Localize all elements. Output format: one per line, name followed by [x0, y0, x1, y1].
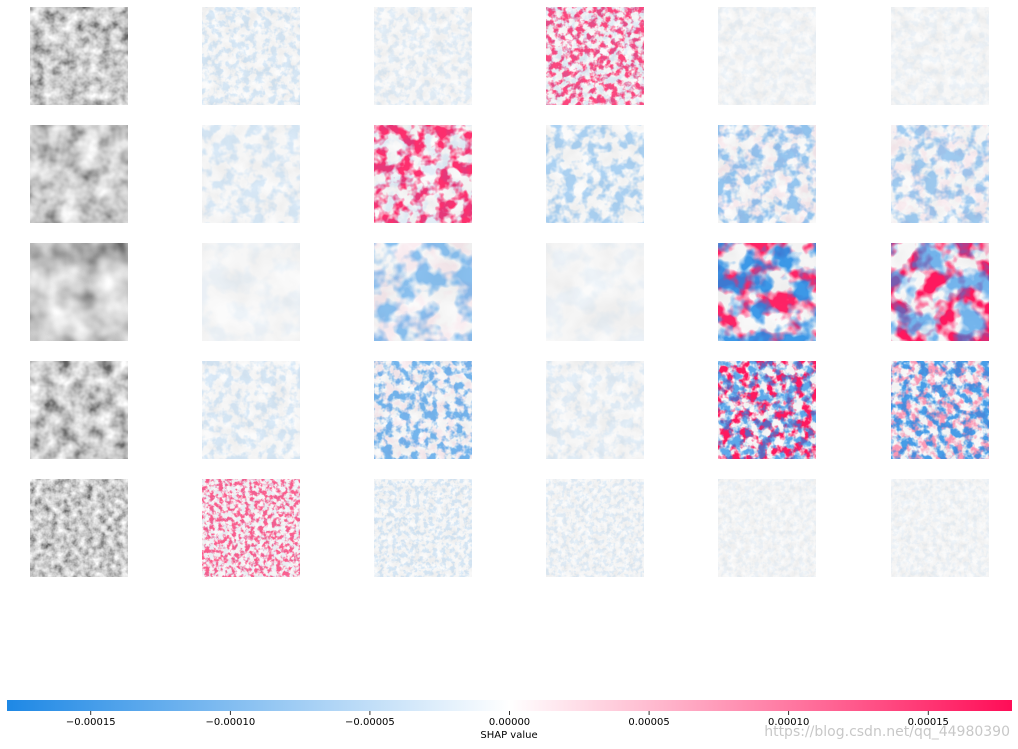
shap-image: [374, 479, 472, 577]
shap-image: [718, 479, 816, 577]
shap-image: [891, 361, 989, 459]
shap-image: [202, 479, 300, 577]
shap-image: [546, 361, 644, 459]
x-tick-label: 0.00000: [489, 717, 530, 728]
shap-image: [202, 243, 300, 341]
shap-image: [202, 361, 300, 459]
x-tick-label: 0.00015: [908, 717, 949, 728]
input-image: [30, 479, 128, 577]
shap-image: [202, 125, 300, 223]
shap-image: [202, 7, 300, 105]
shap-image: [546, 125, 644, 223]
x-tick-label: −0.00010: [205, 717, 255, 728]
colorbar: −0.00015 −0.00010 −0.00005 0.00000 0.00005 0.…: [7, 700, 1012, 728]
input-image: [30, 361, 128, 459]
shap-image: [891, 7, 989, 105]
shap-image: [546, 7, 644, 105]
shap-image: [546, 243, 644, 341]
shap-image: [374, 7, 472, 105]
shap-image: [718, 125, 816, 223]
shap-image: [891, 243, 989, 341]
shap-image: [718, 7, 816, 105]
shap-image: [374, 243, 472, 341]
input-image: [30, 243, 128, 341]
shap-image: [891, 479, 989, 577]
image-grid: [30, 7, 989, 577]
input-image: [30, 7, 128, 105]
shap-image: [374, 125, 472, 223]
watermark: https://blog.csdn.net/qq_44980390: [764, 724, 1010, 740]
shap-image: [374, 361, 472, 459]
shap-image: [718, 361, 816, 459]
x-tick-label: 0.00005: [628, 717, 669, 728]
x-tick-label: −0.00015: [66, 717, 116, 728]
x-tick-label: 0.00010: [768, 717, 809, 728]
x-tick-label: −0.00005: [345, 717, 395, 728]
shap-image: [718, 243, 816, 341]
colorbar-gradient: [7, 700, 1012, 711]
input-image: [30, 125, 128, 223]
x-axis-label: SHAP value: [480, 730, 537, 741]
shap-image: [891, 125, 989, 223]
shap-image: [546, 479, 644, 577]
